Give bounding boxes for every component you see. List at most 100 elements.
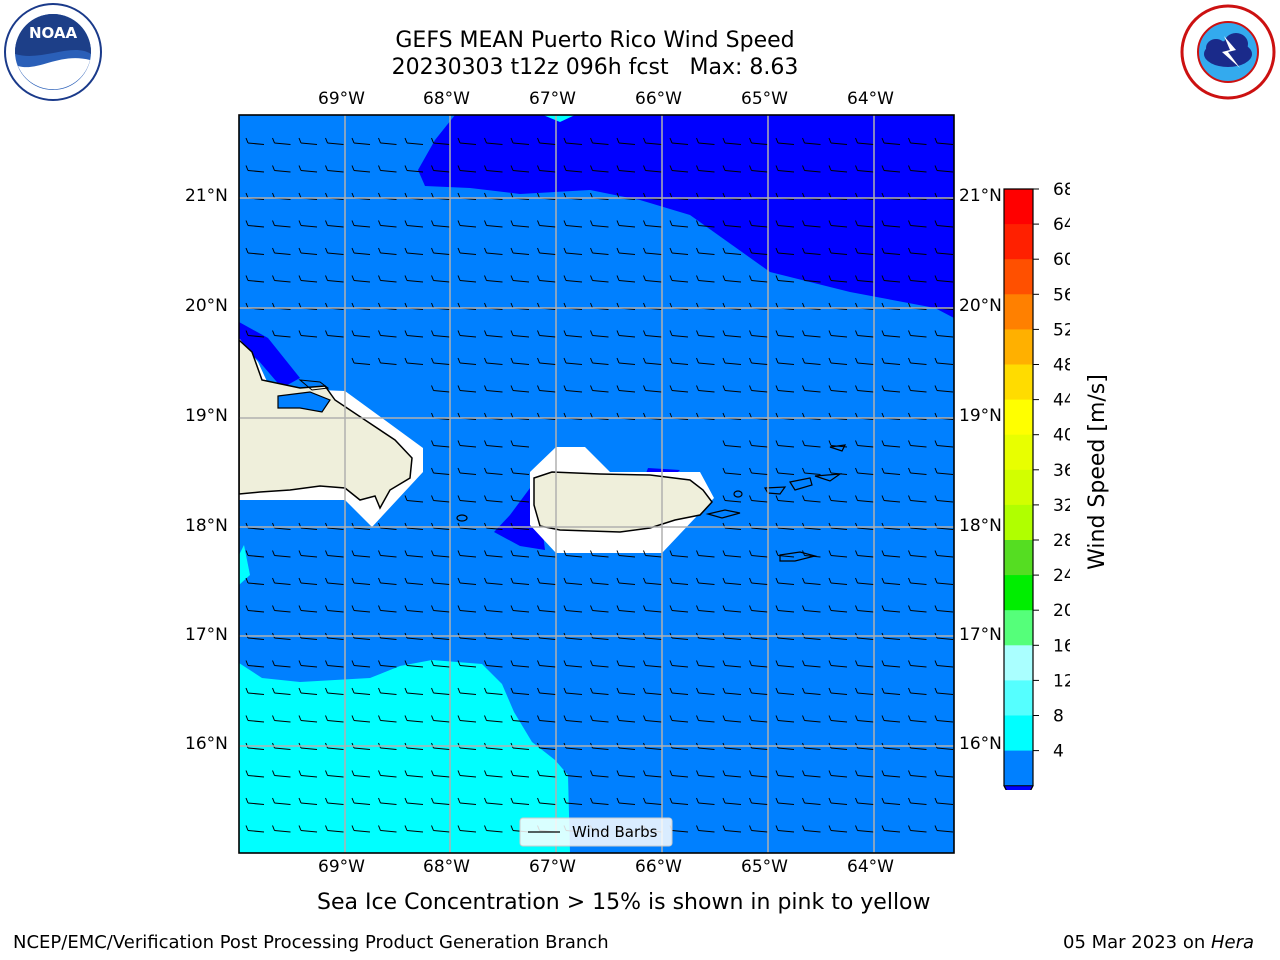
wind-barb-189 bbox=[245, 330, 265, 338]
wind-barb-395 bbox=[298, 605, 318, 613]
wind-barb-490 bbox=[669, 687, 689, 695]
lat-label-left-19n: 19°N bbox=[185, 406, 228, 426]
wind-barb-479 bbox=[378, 687, 397, 695]
lon-label-bottom-64w: 64°W bbox=[847, 857, 894, 877]
colorbar-tick-label-8: 8 bbox=[1053, 707, 1064, 727]
wind-barb-561 bbox=[404, 770, 424, 778]
wind-barb-513 bbox=[563, 715, 583, 723]
wind-barb-495 bbox=[802, 687, 821, 695]
wind-barb-123 bbox=[643, 247, 662, 255]
colorbar-tick-label-40: 40 bbox=[1053, 426, 1070, 446]
wind-barb-224 bbox=[563, 357, 583, 365]
wind-barb-380 bbox=[616, 577, 636, 585]
colorbar-tick-label-32: 32 bbox=[1053, 496, 1070, 516]
wind-barb-509 bbox=[457, 715, 477, 723]
wind-barb-556 bbox=[272, 770, 291, 778]
lat-label-left-21n: 21°N bbox=[185, 186, 228, 206]
wind-barb-219 bbox=[431, 357, 450, 365]
wind-barb-524 bbox=[855, 715, 874, 723]
wind-barb-86 bbox=[378, 220, 397, 228]
wind-barb-98 bbox=[696, 220, 715, 228]
wind-barb-498 bbox=[881, 687, 901, 695]
wind-barb-280 bbox=[457, 440, 477, 448]
wind-barb-354 bbox=[643, 550, 662, 558]
lon-label-top-64w: 64°W bbox=[847, 89, 894, 109]
wind-barb-126 bbox=[722, 247, 742, 255]
wind-barb-108 bbox=[245, 247, 265, 255]
wind-barb-369 bbox=[325, 577, 344, 585]
wind-barb-34 bbox=[431, 165, 450, 173]
wind-barb-131 bbox=[855, 247, 874, 255]
wind-barb-359 bbox=[775, 550, 795, 558]
wind-barb-456 bbox=[484, 660, 503, 668]
wind-barb-125 bbox=[696, 247, 715, 255]
lon-label-bottom-65w: 65°W bbox=[741, 857, 788, 877]
colorbar-segment-9 bbox=[1004, 504, 1033, 541]
wind-barb-473 bbox=[934, 660, 954, 668]
wind-barb-40 bbox=[590, 165, 609, 173]
wind-barb-100 bbox=[749, 220, 768, 228]
wind-barb-409 bbox=[669, 605, 689, 613]
lat-label-right-18n: 18°N bbox=[959, 516, 1002, 536]
wind-barb-311 bbox=[749, 495, 768, 503]
wind-barb-500 bbox=[934, 687, 954, 695]
wind-barb-344 bbox=[378, 550, 397, 558]
land-hispaniola bbox=[239, 338, 413, 510]
wind-barb-476 bbox=[298, 687, 318, 695]
lon-label-bottom-66w: 66°W bbox=[635, 857, 682, 877]
wind-barb-115 bbox=[431, 247, 450, 255]
wind-barb-396 bbox=[325, 605, 344, 613]
wind-barb-564 bbox=[484, 770, 503, 778]
wind-barb-635 bbox=[934, 825, 954, 833]
wind-barb-9 bbox=[484, 137, 503, 145]
wind-barb-480 bbox=[404, 687, 424, 695]
wind-barb-634 bbox=[908, 825, 927, 833]
wind-barb-458 bbox=[537, 660, 556, 668]
wind-barb-292 bbox=[431, 467, 450, 475]
wind-barb-257 bbox=[908, 385, 927, 393]
wind-barb-1 bbox=[272, 137, 291, 145]
wind-barb-579 bbox=[881, 770, 901, 778]
wind-barb-470 bbox=[855, 660, 874, 668]
wind-barb-89 bbox=[457, 220, 477, 228]
wind-barb-195 bbox=[404, 330, 424, 338]
colorbar-segment-0 bbox=[1004, 189, 1033, 225]
map-frame bbox=[238, 114, 955, 854]
wind-barb-391 bbox=[908, 577, 927, 585]
wind-barb-520 bbox=[749, 715, 768, 723]
wind-barb-315 bbox=[855, 495, 874, 503]
wind-barb-393 bbox=[245, 605, 265, 613]
wind-barb-105 bbox=[881, 220, 901, 228]
wind-barb-340 bbox=[272, 550, 291, 558]
wind-barb-11 bbox=[537, 137, 556, 145]
speed-band-below-4-west bbox=[239, 322, 300, 388]
wind-barb-576 bbox=[802, 770, 821, 778]
wind-barb-6 bbox=[404, 137, 424, 145]
colorbar-segment-11 bbox=[1004, 575, 1033, 611]
wind-barb-207 bbox=[722, 330, 742, 338]
wind-barb-572 bbox=[696, 770, 715, 778]
wind-barb-231 bbox=[749, 357, 768, 365]
wind-barb-33 bbox=[404, 165, 424, 173]
wind-barb-153 bbox=[722, 275, 742, 283]
lon-label-top-68w: 68°W bbox=[423, 89, 470, 109]
colorbar-segment-16 bbox=[1004, 750, 1033, 787]
wind-barb-286 bbox=[802, 440, 821, 448]
speed-band-8-12 bbox=[239, 660, 570, 853]
wind-barb-306 bbox=[431, 495, 450, 503]
wind-barb-111 bbox=[325, 247, 344, 255]
wind-barb-10 bbox=[510, 137, 530, 145]
wind-barb-387 bbox=[802, 577, 821, 585]
wind-barb-90 bbox=[484, 220, 503, 228]
wind-barb-114 bbox=[404, 247, 424, 255]
wind-barb-209 bbox=[775, 330, 795, 338]
wind-barb-569 bbox=[616, 770, 636, 778]
wind-barb-140 bbox=[378, 275, 397, 283]
wind-barb-281 bbox=[484, 440, 503, 448]
wind-barb-49 bbox=[828, 165, 848, 173]
wind-barb-32 bbox=[378, 165, 397, 173]
wind-barb-217 bbox=[378, 357, 397, 365]
wind-barb-372 bbox=[404, 577, 424, 585]
wind-barb-463 bbox=[669, 660, 689, 668]
wind-barb-449 bbox=[298, 660, 318, 668]
